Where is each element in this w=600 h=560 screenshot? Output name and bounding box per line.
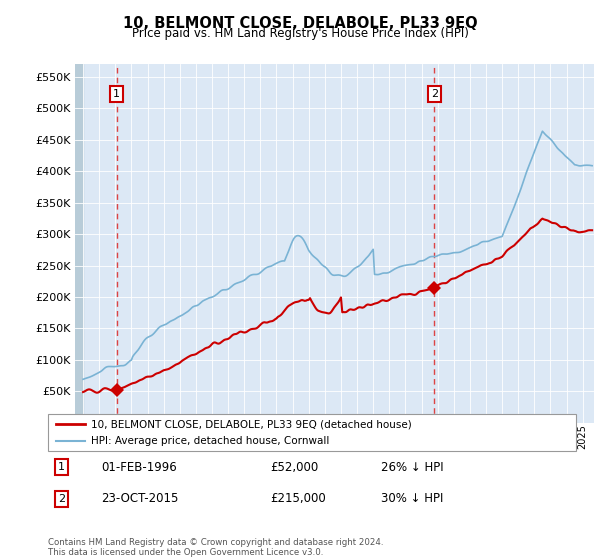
Text: 01-FEB-1996: 01-FEB-1996	[101, 461, 176, 474]
Bar	[75, 64, 83, 423]
Text: 23-OCT-2015: 23-OCT-2015	[101, 492, 178, 505]
Text: 30% ↓ HPI: 30% ↓ HPI	[380, 492, 443, 505]
Text: 1: 1	[58, 462, 65, 472]
Text: 26% ↓ HPI: 26% ↓ HPI	[380, 461, 443, 474]
Text: 10, BELMONT CLOSE, DELABOLE, PL33 9EQ (detached house): 10, BELMONT CLOSE, DELABOLE, PL33 9EQ (d…	[91, 419, 412, 429]
Text: Price paid vs. HM Land Registry's House Price Index (HPI): Price paid vs. HM Land Registry's House …	[131, 27, 469, 40]
Text: £52,000: £52,000	[270, 461, 318, 474]
Text: 2: 2	[58, 494, 65, 504]
Text: £215,000: £215,000	[270, 492, 326, 505]
Text: 10, BELMONT CLOSE, DELABOLE, PL33 9EQ: 10, BELMONT CLOSE, DELABOLE, PL33 9EQ	[122, 16, 478, 31]
Text: 1: 1	[113, 89, 120, 99]
Text: Contains HM Land Registry data © Crown copyright and database right 2024.
This d: Contains HM Land Registry data © Crown c…	[48, 538, 383, 557]
FancyBboxPatch shape	[48, 414, 576, 451]
Text: HPI: Average price, detached house, Cornwall: HPI: Average price, detached house, Corn…	[91, 436, 329, 446]
Text: 2: 2	[431, 89, 438, 99]
